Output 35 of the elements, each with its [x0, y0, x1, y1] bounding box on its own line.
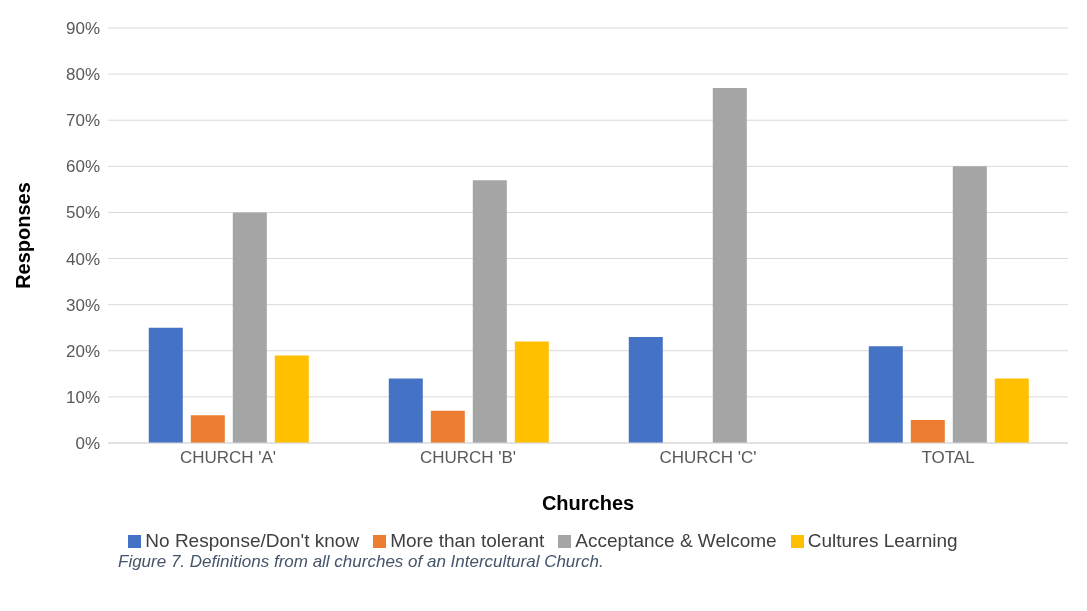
bar [628, 336, 663, 443]
y-tick-label: 60% [65, 157, 100, 177]
x-tick-label: CHURCH 'C' [659, 448, 757, 468]
bar [514, 341, 549, 443]
x-axis-title: Churches [541, 492, 635, 514]
y-tick-label: 90% [65, 19, 100, 39]
y-axis-title: Responses [12, 182, 35, 289]
y-tick-label: 40% [65, 249, 100, 269]
bar [232, 212, 267, 443]
bar [430, 410, 465, 443]
y-tick-label: 20% [65, 341, 100, 361]
bar [148, 327, 183, 443]
y-tick-label: 80% [65, 65, 100, 85]
caption: Figure 7. Definitions from all churches of an Intercultural Church. [118, 552, 605, 572]
y-tick-label: 30% [65, 295, 100, 315]
x-tick-label: CHURCH 'A' [179, 448, 277, 468]
bar [388, 378, 423, 443]
x-tick-label: CHURCH 'B' [419, 448, 517, 468]
legend-label: Acceptance & Welcome [574, 530, 777, 552]
y-tick-label: 50% [65, 203, 100, 223]
legend-label: Cultures Learning [806, 530, 958, 552]
bar [868, 346, 903, 443]
bar [190, 415, 225, 443]
bar [472, 180, 507, 443]
legend-label: No Response/Don't know [144, 530, 360, 552]
bar [952, 166, 987, 443]
x-tick-label: TOTAL [921, 448, 975, 468]
bar [994, 378, 1029, 443]
bar [712, 87, 747, 443]
y-tick-label: 0% [75, 434, 100, 454]
legend-label: More than tolerant [389, 530, 545, 552]
y-tick-label: 10% [65, 387, 100, 407]
y-tick-label: 70% [65, 111, 100, 131]
bar [274, 355, 309, 443]
bar [910, 419, 945, 443]
